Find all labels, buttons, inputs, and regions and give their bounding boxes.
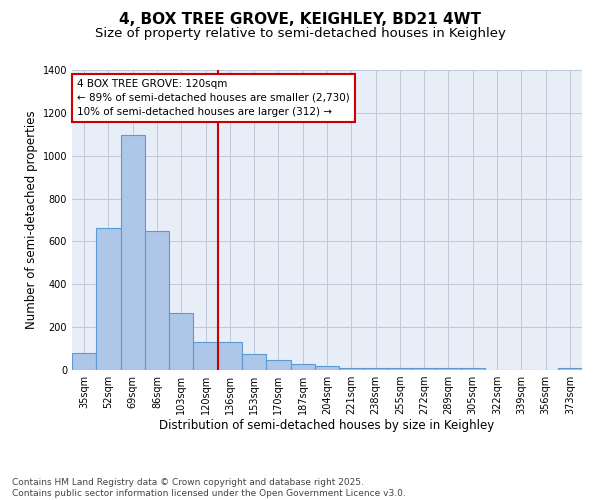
Bar (145, 230, 169, 370)
Bar (193, 342, 218, 370)
Bar (339, 368, 364, 370)
Bar (315, 366, 339, 370)
Text: 4 BOX TREE GROVE: 120sqm
← 89% of semi-detached houses are smaller (2,730)
10% o: 4 BOX TREE GROVE: 120sqm ← 89% of semi-d… (77, 79, 350, 117)
Bar (72, 353, 96, 370)
Y-axis label: Number of semi-detached properties: Number of semi-detached properties (25, 110, 38, 330)
Bar (412, 368, 436, 370)
Bar (218, 342, 242, 370)
Bar (121, 136, 145, 370)
Bar (96, 228, 121, 370)
Bar (461, 368, 485, 370)
Bar (388, 368, 412, 370)
Text: Size of property relative to semi-detached houses in Keighley: Size of property relative to semi-detach… (95, 28, 505, 40)
Bar (558, 368, 582, 370)
Bar (436, 368, 461, 370)
Bar (290, 364, 315, 370)
Text: 4, BOX TREE GROVE, KEIGHLEY, BD21 4WT: 4, BOX TREE GROVE, KEIGHLEY, BD21 4WT (119, 12, 481, 28)
X-axis label: Distribution of semi-detached houses by size in Keighley: Distribution of semi-detached houses by … (160, 418, 494, 432)
Bar (266, 360, 290, 370)
Bar (364, 368, 388, 370)
Bar (169, 313, 193, 370)
Text: Contains HM Land Registry data © Crown copyright and database right 2025.
Contai: Contains HM Land Registry data © Crown c… (12, 478, 406, 498)
Bar (242, 354, 266, 370)
